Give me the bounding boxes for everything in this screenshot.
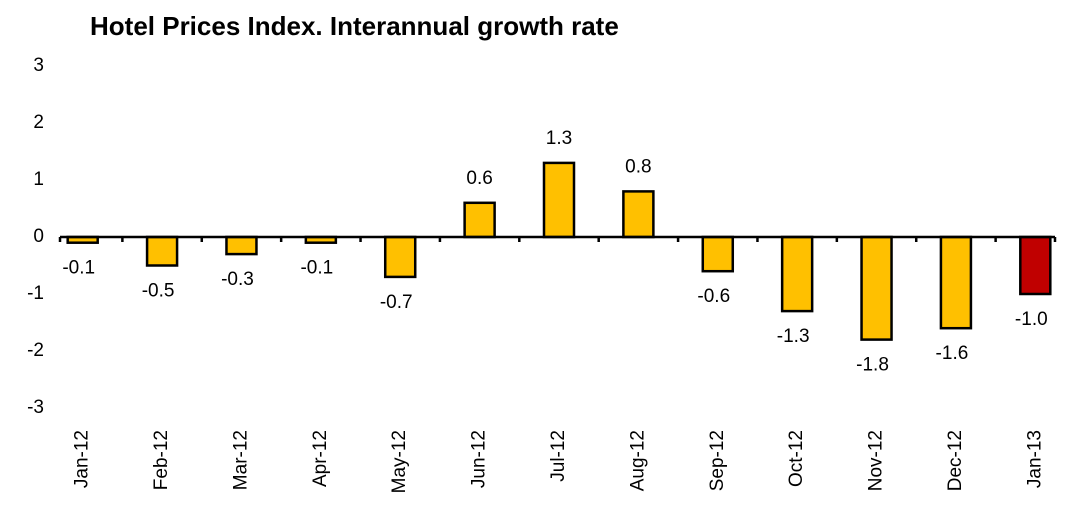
y-tick-label: 3 xyxy=(33,55,44,76)
data-label: -0.6 xyxy=(697,286,730,307)
x-tick-label: Oct-12 xyxy=(786,430,807,487)
data-label: -1.6 xyxy=(936,343,969,364)
bar xyxy=(939,235,973,330)
bar xyxy=(225,235,258,256)
data-label: -1.3 xyxy=(777,326,810,347)
data-label: -0.1 xyxy=(62,258,95,279)
x-tick-label: May-12 xyxy=(389,430,410,493)
y-tick-label: 1 xyxy=(33,169,44,190)
data-label: -1.0 xyxy=(1015,309,1048,330)
data-label: -0.5 xyxy=(142,281,175,302)
data-label: 1.3 xyxy=(546,128,572,149)
y-tick-label: -2 xyxy=(27,340,44,361)
x-tick-label: Nov-12 xyxy=(866,430,887,491)
data-label: -0.1 xyxy=(300,258,333,279)
x-tick-label: Apr-12 xyxy=(310,430,331,487)
data-label: -1.8 xyxy=(856,355,889,376)
y-tick-label: -3 xyxy=(27,397,44,418)
bar xyxy=(145,235,179,267)
data-label: -0.7 xyxy=(380,292,413,313)
bar xyxy=(383,235,417,279)
y-tick-label: 2 xyxy=(33,112,44,133)
bar xyxy=(780,235,814,313)
data-label: -0.3 xyxy=(221,269,254,290)
data-label: 0.6 xyxy=(466,168,492,189)
bar xyxy=(622,190,655,239)
x-tick-label: Jan-13 xyxy=(1024,430,1045,488)
x-tick-label: Sep-12 xyxy=(707,430,728,491)
x-tick-label: Mar-12 xyxy=(230,430,251,490)
data-label: 0.8 xyxy=(625,156,651,177)
x-tick-label: Dec-12 xyxy=(945,430,966,491)
x-tick-label: Aug-12 xyxy=(627,430,648,491)
bar xyxy=(860,235,893,341)
bar xyxy=(542,161,576,239)
y-tick-label: -1 xyxy=(27,283,44,304)
x-tick-label: Jun-12 xyxy=(469,430,490,488)
bar xyxy=(1019,235,1052,296)
bar xyxy=(463,201,496,239)
x-tick-label: Jan-12 xyxy=(72,430,93,488)
y-tick-label: 0 xyxy=(33,226,44,247)
x-tick-label: Jul-12 xyxy=(548,430,569,482)
bar xyxy=(701,235,735,273)
x-tick-label: Feb-12 xyxy=(151,430,172,490)
chart-title: Hotel Prices Index. Interannual growth r… xyxy=(90,11,619,41)
